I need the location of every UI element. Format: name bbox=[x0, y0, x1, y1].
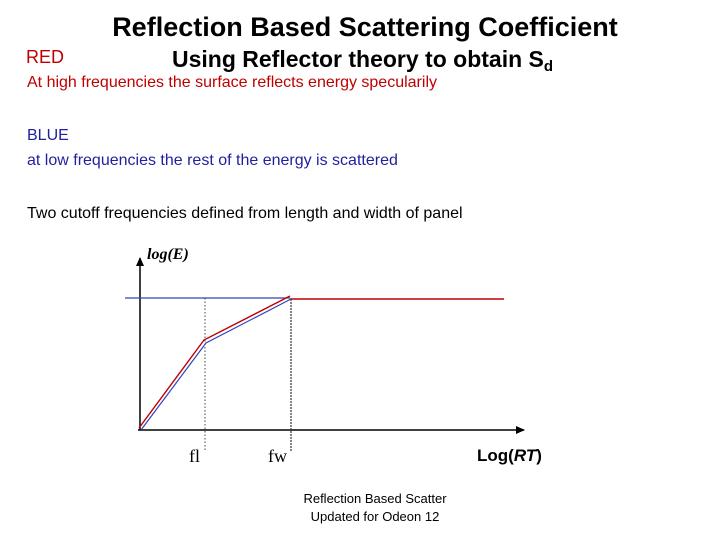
fl-label: fl bbox=[189, 446, 200, 466]
x-axis-label-prefix: Log( bbox=[477, 446, 514, 465]
subtitle-text: Using Reflector theory to obtain S bbox=[172, 46, 544, 72]
footer-line-1: Reflection Based Scatter bbox=[303, 491, 447, 506]
red-label: RED bbox=[26, 47, 65, 67]
subtitle: Using Reflector theory to obtain Sd bbox=[172, 46, 553, 75]
blue-curve bbox=[140, 298, 292, 431]
blue-description: at low frequencies the rest of the energ… bbox=[27, 152, 398, 169]
footer: Reflection Based Scatter Updated for Ode… bbox=[260, 490, 490, 526]
footer-line-2: Updated for Odeon 12 bbox=[310, 509, 440, 524]
fw-label: fw bbox=[268, 446, 287, 466]
x-axis-label-italic: RT bbox=[513, 446, 537, 465]
page-title: Reflection Based Scattering Coefficient bbox=[112, 12, 618, 42]
x-axis-label-suffix: ) bbox=[536, 446, 542, 465]
subtitle-subscript: d bbox=[543, 58, 554, 75]
cutoff-note: Two cutoff frequencies defined from leng… bbox=[27, 205, 463, 222]
x-axis-label: Log(RT) bbox=[477, 446, 542, 466]
y-axis-label: log(E) bbox=[147, 246, 189, 263]
red-description: At high frequencies the surface reflects… bbox=[27, 74, 437, 91]
blue-label: BLUE bbox=[27, 127, 69, 144]
red-curve bbox=[138, 295, 291, 429]
